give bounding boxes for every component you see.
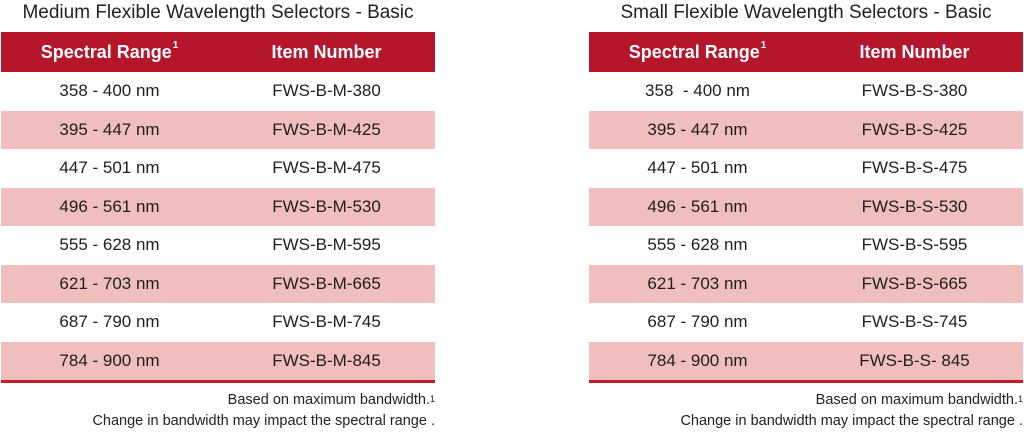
item-number-cell: FWS-B-S- 845 (806, 341, 1023, 383)
spectral-range-cell: 621 - 703 nm (589, 264, 806, 303)
table-row: 555 - 628 nm FWS-B-M-595 (1, 226, 435, 265)
table-title: Medium Flexible Wavelength Selectors - B… (22, 2, 414, 23)
table-row: 687 - 790 nm FWS-B-M-745 (1, 303, 435, 342)
spectral-range-cell: 395 - 447 nm (1, 110, 218, 149)
small-selectors-panel: Small Flexible Wavelength Selectors - Ba… (589, 0, 1023, 432)
item-number-header: Item Number (806, 32, 1023, 72)
spectral-range-cell: 496 - 561 nm (1, 187, 218, 226)
spectral-range-cell: 358 - 400 nm (645, 81, 750, 101)
footnote-marker: 1 (1017, 394, 1023, 404)
footnote-line-1: Based on maximum bandwidth.1 (815, 392, 1023, 408)
item-number-cell: FWS-B-M-425 (218, 110, 435, 149)
item-number-cell: FWS-B-M-530 (218, 187, 435, 226)
spectral-range-cell: 687 - 790 nm (647, 312, 748, 332)
table-row: 621 - 703 nm FWS-B-M-665 (1, 264, 435, 303)
footnote: Based on maximum bandwidth.1 Change in b… (589, 390, 1023, 432)
spectral-range-cell: 358 - 400 nm (59, 81, 160, 101)
table-header-row: Spectral Range1 Item Number (1, 32, 435, 72)
table-title: Small Flexible Wavelength Selectors - Ba… (620, 2, 992, 23)
table-row: 395 - 447 nm FWS-B-S-425 (589, 110, 1023, 149)
item-number-cell: FWS-B-S-665 (806, 264, 1023, 303)
table-row: 447 - 501 nm FWS-B-M-475 (1, 149, 435, 188)
footnote-line-2: Change in bandwidth may impact the spect… (92, 413, 435, 429)
table-row: 784 - 900 nm FWS-B-S- 845 (589, 341, 1023, 383)
item-number-cell: FWS-B-M-665 (218, 264, 435, 303)
table-row: 447 - 501 nm FWS-B-S-475 (589, 149, 1023, 188)
table-header-row: Spectral Range1 Item Number (589, 32, 1023, 72)
footnote: Based on maximum bandwidth.1 Change in b… (1, 390, 435, 432)
spectral-range-cell: 395 - 447 nm (589, 110, 806, 149)
spectral-range-header: Spectral Range1 (1, 32, 218, 72)
spectral-range-cell: 496 - 561 nm (589, 187, 806, 226)
table-row: 621 - 703 nm FWS-B-S-665 (589, 264, 1023, 303)
table-row: 358 - 400 nm FWS-B-S-380 (589, 72, 1023, 111)
item-number-cell: FWS-B-S-595 (861, 235, 968, 255)
spectral-range-cell: 784 - 900 nm (1, 341, 218, 383)
item-number-cell: FWS-B-M-595 (272, 235, 381, 255)
footnote-line-2: Change in bandwidth may impact the spect… (680, 413, 1023, 429)
medium-selectors-panel: Medium Flexible Wavelength Selectors - B… (1, 0, 435, 432)
table-row: 496 - 561 nm FWS-B-S-530 (589, 187, 1023, 226)
spectral-range-cell: 447 - 501 nm (647, 158, 748, 178)
spectral-range-cell: 555 - 628 nm (647, 235, 748, 255)
item-number-cell: FWS-B-M-380 (272, 81, 381, 101)
item-number-cell: FWS-B-S-380 (861, 81, 968, 101)
spectral-range-cell: 687 - 790 nm (59, 312, 160, 332)
footnote-marker: 1 (172, 39, 179, 51)
item-number-cell: FWS-B-M-845 (218, 341, 435, 383)
spectral-range-cell: 447 - 501 nm (59, 158, 160, 178)
item-number-cell: FWS-B-S-475 (861, 158, 968, 178)
table-row: 358 - 400 nm FWS-B-M-380 (1, 72, 435, 111)
item-number-cell: FWS-B-S-425 (806, 110, 1023, 149)
spectral-range-cell: 555 - 628 nm (59, 235, 160, 255)
small-selectors-table: Spectral Range1 Item Number 358 - 400 nm… (589, 32, 1023, 383)
table-row: 687 - 790 nm FWS-B-S-745 (589, 303, 1023, 342)
table-row: 784 - 900 nm FWS-B-M-845 (1, 341, 435, 383)
item-number-cell: FWS-B-M-475 (272, 158, 381, 178)
footnote-line-1: Based on maximum bandwidth.1 (227, 392, 435, 408)
table-row: 496 - 561 nm FWS-B-M-530 (1, 187, 435, 226)
footnote-marker: 1 (760, 39, 767, 51)
spectral-range-cell: 784 - 900 nm (589, 341, 806, 383)
item-number-cell: FWS-B-S-530 (806, 187, 1023, 226)
medium-selectors-table: Spectral Range1 Item Number 358 - 400 nm… (1, 32, 435, 383)
spectral-range-cell: 621 - 703 nm (1, 264, 218, 303)
item-number-cell: FWS-B-M-745 (272, 312, 381, 332)
table-row: 395 - 447 nm FWS-B-M-425 (1, 110, 435, 149)
table-row: 555 - 628 nm FWS-B-S-595 (589, 226, 1023, 265)
item-number-header: Item Number (218, 32, 435, 72)
spectral-range-header: Spectral Range1 (589, 32, 806, 72)
footnote-marker: 1 (429, 394, 435, 404)
item-number-cell: FWS-B-S-745 (861, 312, 968, 332)
